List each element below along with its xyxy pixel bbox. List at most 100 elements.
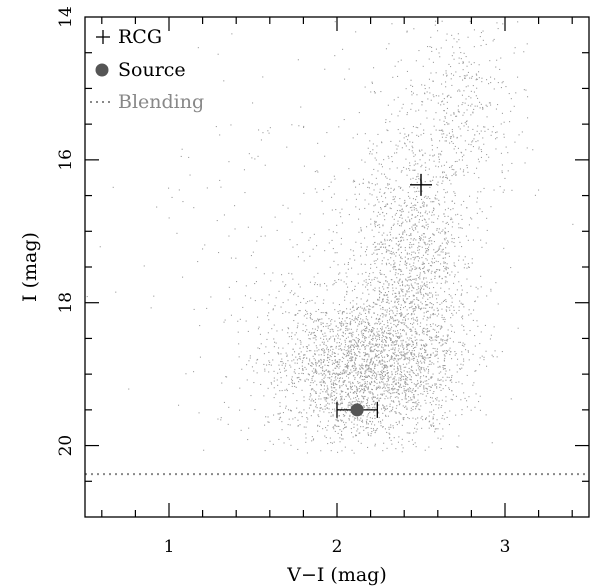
star-point xyxy=(357,418,359,420)
star-point xyxy=(323,359,325,361)
star-point xyxy=(429,265,431,267)
star-point xyxy=(419,290,421,292)
star-point xyxy=(327,402,329,404)
star-point xyxy=(407,258,409,260)
legend-rcg-label: RCG xyxy=(118,26,162,48)
star-point xyxy=(290,410,292,412)
star-point xyxy=(361,379,363,381)
star-point xyxy=(414,354,416,356)
star-point xyxy=(310,332,312,334)
star-point xyxy=(410,279,412,281)
star-point xyxy=(429,389,431,391)
star-point xyxy=(415,208,417,210)
star-point xyxy=(345,366,347,368)
star-point xyxy=(376,152,378,154)
star-point xyxy=(445,136,447,138)
star-point xyxy=(363,429,365,431)
star-point xyxy=(381,363,383,365)
star-point xyxy=(376,215,378,217)
star-point xyxy=(497,303,499,305)
star-point xyxy=(349,373,351,375)
star-point xyxy=(393,381,395,383)
star-point xyxy=(392,266,394,268)
star-point xyxy=(324,332,326,334)
star-point xyxy=(360,390,362,392)
star-point xyxy=(401,314,403,316)
star-point xyxy=(342,311,344,313)
star-point xyxy=(445,276,447,278)
star-point xyxy=(331,346,333,348)
star-point xyxy=(368,354,370,356)
star-point xyxy=(452,208,454,210)
star-point xyxy=(430,340,432,342)
star-point xyxy=(414,191,416,193)
star-point xyxy=(360,306,362,308)
star-point xyxy=(426,324,428,326)
star-point xyxy=(376,183,378,185)
star-point xyxy=(326,359,328,361)
star-point xyxy=(294,334,296,336)
star-point xyxy=(414,227,416,229)
star-point xyxy=(262,132,264,134)
star-point xyxy=(403,239,405,241)
star-point xyxy=(395,355,397,357)
star-point xyxy=(337,327,339,329)
star-point xyxy=(411,345,413,347)
star-point xyxy=(391,356,393,358)
star-point xyxy=(389,231,391,233)
star-point xyxy=(360,230,362,232)
star-point xyxy=(309,396,311,398)
star-point xyxy=(394,152,396,154)
star-point xyxy=(362,426,364,428)
star-point xyxy=(349,324,351,326)
star-point xyxy=(435,251,437,253)
star-point xyxy=(444,373,446,375)
star-point xyxy=(281,361,283,363)
star-point xyxy=(355,206,357,208)
star-point xyxy=(463,345,465,347)
star-point xyxy=(425,402,427,404)
star-point xyxy=(395,358,397,360)
star-point xyxy=(382,298,384,300)
star-point xyxy=(470,409,472,411)
star-point xyxy=(297,256,299,258)
star-point xyxy=(387,375,389,377)
star-point xyxy=(390,322,392,324)
star-point xyxy=(384,240,386,242)
star-point xyxy=(435,20,437,22)
star-point xyxy=(381,350,383,352)
star-point xyxy=(445,309,447,311)
star-point xyxy=(476,74,478,76)
star-point xyxy=(417,127,419,129)
star-point xyxy=(377,248,379,250)
star-point xyxy=(429,186,431,188)
star-point xyxy=(456,41,458,43)
star-point xyxy=(348,418,350,420)
star-point xyxy=(297,59,299,61)
star-point xyxy=(318,395,320,397)
star-point xyxy=(353,361,355,363)
star-point xyxy=(260,139,262,141)
star-point xyxy=(382,308,384,310)
star-point xyxy=(249,355,251,357)
star-point xyxy=(379,226,381,228)
star-point xyxy=(349,323,351,325)
star-point xyxy=(382,450,384,452)
star-point xyxy=(457,358,459,360)
star-point xyxy=(341,325,343,327)
star-point xyxy=(371,350,373,352)
star-point xyxy=(335,335,337,337)
star-point xyxy=(310,382,312,384)
star-point xyxy=(264,368,266,370)
star-point xyxy=(323,343,325,345)
star-point xyxy=(397,373,399,375)
star-point xyxy=(412,311,414,313)
star-point xyxy=(404,389,406,391)
star-point xyxy=(390,426,392,428)
star-point xyxy=(264,424,266,426)
star-point xyxy=(358,364,360,366)
star-point xyxy=(390,226,392,228)
star-point xyxy=(393,189,395,191)
star-point xyxy=(295,314,297,316)
star-point xyxy=(338,359,340,361)
